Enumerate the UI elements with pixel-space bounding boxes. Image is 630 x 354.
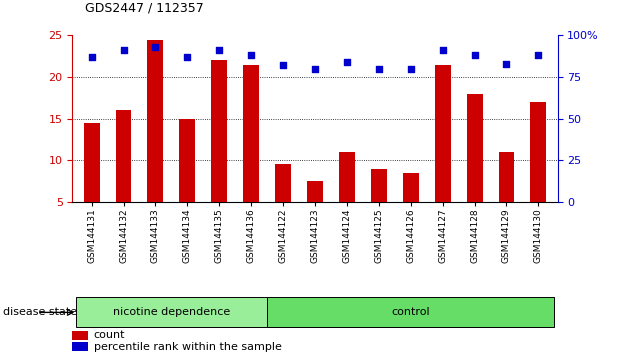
Point bbox=[246, 52, 256, 58]
Bar bbox=[72, 342, 88, 351]
Bar bbox=[403, 173, 419, 202]
Point bbox=[214, 47, 224, 53]
Point bbox=[438, 47, 448, 53]
Bar bbox=[147, 40, 163, 202]
Text: disease state: disease state bbox=[3, 307, 77, 318]
Bar bbox=[243, 64, 259, 202]
Bar bbox=[467, 94, 483, 202]
Bar bbox=[275, 164, 291, 202]
Point bbox=[310, 66, 320, 72]
Bar bbox=[307, 181, 323, 202]
Text: GDS2447 / 112357: GDS2447 / 112357 bbox=[85, 1, 203, 14]
Point bbox=[118, 47, 129, 53]
Text: count: count bbox=[94, 330, 125, 340]
Bar bbox=[211, 61, 227, 202]
Point bbox=[182, 54, 192, 60]
Point bbox=[151, 44, 161, 50]
Bar bbox=[72, 331, 88, 339]
Point bbox=[278, 63, 288, 68]
Bar bbox=[371, 169, 387, 202]
Point bbox=[534, 52, 544, 58]
Bar bbox=[498, 152, 515, 202]
Bar bbox=[267, 297, 554, 327]
Point bbox=[501, 61, 512, 67]
Bar bbox=[76, 297, 267, 327]
Point bbox=[469, 52, 479, 58]
Point bbox=[86, 54, 96, 60]
Bar bbox=[339, 152, 355, 202]
Text: control: control bbox=[391, 307, 430, 318]
Bar bbox=[84, 123, 100, 202]
Text: nicotine dependence: nicotine dependence bbox=[113, 307, 230, 318]
Bar bbox=[530, 102, 546, 202]
Point bbox=[374, 66, 384, 72]
Bar bbox=[180, 119, 195, 202]
Bar bbox=[435, 64, 450, 202]
Text: percentile rank within the sample: percentile rank within the sample bbox=[94, 342, 282, 352]
Point bbox=[406, 66, 416, 72]
Point bbox=[342, 59, 352, 65]
Bar bbox=[115, 110, 132, 202]
